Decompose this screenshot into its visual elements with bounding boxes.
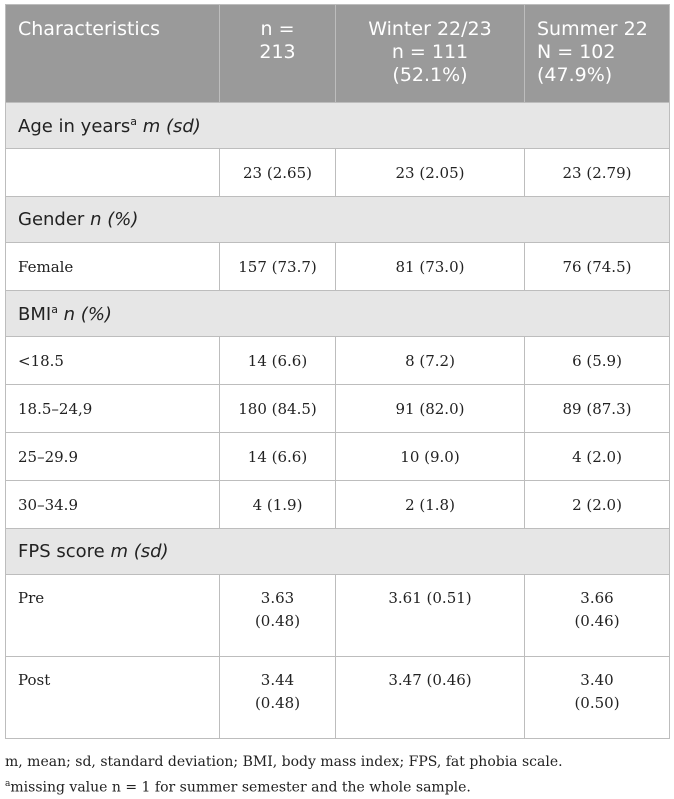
abbreviations-note: m, mean; sd, standard deviation; BMI, bo… xyxy=(5,754,563,770)
header-summer-n: N = 102 xyxy=(537,41,616,63)
missing-value-note: amissing value n = 1 for summer semester… xyxy=(5,779,471,796)
table-footnotes: m, mean; sd, standard deviation; BMI, bo… xyxy=(5,751,669,799)
cell-summer: 4 (2.0) xyxy=(524,432,670,481)
cell-winter: 10 (9.0) xyxy=(335,432,525,481)
row-label xyxy=(5,148,220,197)
section-row-gender: Gender n (%) xyxy=(5,196,670,243)
cell-winter: 3.47 (0.46) xyxy=(335,656,525,739)
cell-total: 3.63 (0.48) xyxy=(219,574,336,657)
table-row: 18.5–24,9 180 (84.5) 91 (82.0) 89 (87.3) xyxy=(5,384,670,433)
header-total-n: n = xyxy=(260,18,295,40)
header-total: n = 213 xyxy=(219,4,336,103)
row-label: Female xyxy=(5,242,220,291)
cell-total: 4 (1.9) xyxy=(219,480,336,529)
row-label: 30–34.9 xyxy=(5,480,220,529)
section-label: Gender n (%) xyxy=(5,196,670,243)
cell-total: 23 (2.65) xyxy=(219,148,336,197)
row-label: 25–29.9 xyxy=(5,432,220,481)
section-row-fps: FPS score m (sd) xyxy=(5,528,670,575)
cell-summer: 76 (74.5) xyxy=(524,242,670,291)
cell-total: 157 (73.7) xyxy=(219,242,336,291)
row-label: Post xyxy=(5,656,220,739)
row-label: Pre xyxy=(5,574,220,657)
cell-summer: 3.40 (0.50) xyxy=(524,656,670,739)
section-label: Age in yearsa m (sd) xyxy=(5,102,670,149)
cell-total: 14 (6.6) xyxy=(219,336,336,385)
header-winter: Winter 22/23 n = 111 (52.1%) xyxy=(335,4,525,103)
cell-winter: 91 (82.0) xyxy=(335,384,525,433)
table-row: <18.5 14 (6.6) 8 (7.2) 6 (5.9) xyxy=(5,336,670,385)
characteristics-table: Characteristics n = 213 Winter 22/23 n =… xyxy=(5,4,670,739)
cell-winter: 2 (1.8) xyxy=(335,480,525,529)
cell-winter: 8 (7.2) xyxy=(335,336,525,385)
cell-winter: 3.61 (0.51) xyxy=(335,574,525,657)
cell-summer: 3.66 (0.46) xyxy=(524,574,670,657)
cell-summer: 23 (2.79) xyxy=(524,148,670,197)
row-label: 18.5–24,9 xyxy=(5,384,220,433)
header-summer-title: Summer 22 xyxy=(537,18,648,40)
table-row: 30–34.9 4 (1.9) 2 (1.8) 2 (2.0) xyxy=(5,480,670,529)
section-row-bmi: BMIa n (%) xyxy=(5,290,670,337)
table-row: Post 3.44 (0.48) 3.47 (0.46) 3.40 (0.50) xyxy=(5,656,670,739)
header-winter-title: Winter 22/23 xyxy=(368,18,492,40)
header-summer-pct: (47.9%) xyxy=(537,64,613,86)
header-total-count: 213 xyxy=(259,41,296,63)
section-label: BMIa n (%) xyxy=(5,290,670,337)
header-characteristics: Characteristics xyxy=(5,4,220,103)
header-summer: Summer 22 N = 102 (47.9%) xyxy=(524,4,670,103)
table-header-row: Characteristics n = 213 Winter 22/23 n =… xyxy=(5,4,670,103)
cell-total: 180 (84.5) xyxy=(219,384,336,433)
header-winter-pct: (52.1%) xyxy=(392,64,468,86)
table-row: Pre 3.63 (0.48) 3.61 (0.51) 3.66 (0.46) xyxy=(5,574,670,657)
cell-total: 3.44 (0.48) xyxy=(219,656,336,739)
cell-winter: 81 (73.0) xyxy=(335,242,525,291)
header-winter-n: n = 111 xyxy=(391,41,469,63)
cell-total: 14 (6.6) xyxy=(219,432,336,481)
table-row: Female 157 (73.7) 81 (73.0) 76 (74.5) xyxy=(5,242,670,291)
cell-summer: 89 (87.3) xyxy=(524,384,670,433)
cell-summer: 2 (2.0) xyxy=(524,480,670,529)
section-label: FPS score m (sd) xyxy=(5,528,670,575)
row-label: <18.5 xyxy=(5,336,220,385)
table-row: 25–29.9 14 (6.6) 10 (9.0) 4 (2.0) xyxy=(5,432,670,481)
table-container: Characteristics n = 213 Winter 22/23 n =… xyxy=(5,4,670,799)
table-row: 23 (2.65) 23 (2.05) 23 (2.79) xyxy=(5,148,670,197)
section-row-age: Age in yearsa m (sd) xyxy=(5,102,670,149)
cell-winter: 23 (2.05) xyxy=(335,148,525,197)
cell-summer: 6 (5.9) xyxy=(524,336,670,385)
